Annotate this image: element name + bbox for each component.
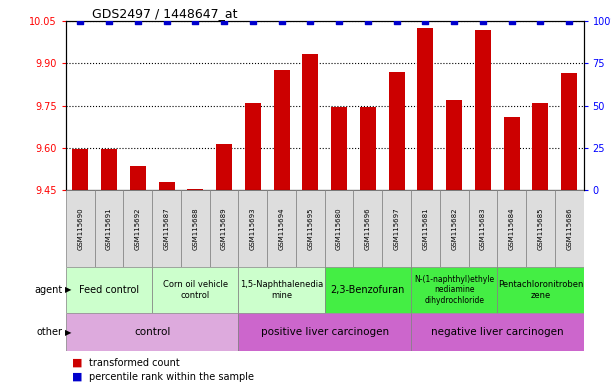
Bar [325,190,354,267]
Bar [446,100,462,190]
Bar [497,190,526,267]
Text: GSM115694: GSM115694 [279,207,285,250]
Text: GSM115693: GSM115693 [250,207,256,250]
Bar [532,103,548,190]
Text: control: control [134,327,170,337]
Text: ■: ■ [72,358,82,368]
Text: GSM115685: GSM115685 [538,207,543,250]
Bar [555,190,584,267]
Text: GSM115689: GSM115689 [221,207,227,250]
Bar [66,267,152,313]
Bar [411,313,584,351]
Bar [360,107,376,190]
Bar [503,117,519,190]
Bar [440,190,469,267]
Text: ▶: ▶ [65,285,71,295]
Bar [267,190,296,267]
Text: GSM115687: GSM115687 [164,207,170,250]
Bar [181,190,210,267]
Bar [382,190,411,267]
Text: GSM115688: GSM115688 [192,207,199,250]
Text: GSM115692: GSM115692 [135,207,141,250]
Bar [130,166,146,190]
Point [507,18,516,24]
Point [162,18,172,24]
Point [420,18,430,24]
Bar [101,149,117,190]
Text: Pentachloronitroben
zene: Pentachloronitroben zene [498,280,583,300]
Point [76,18,86,24]
Point [449,18,459,24]
Bar [188,189,203,190]
Point [535,18,545,24]
Text: GSM115691: GSM115691 [106,207,112,250]
Text: GDS2497 / 1448647_at: GDS2497 / 1448647_at [92,7,237,20]
Bar [238,267,325,313]
Text: N-(1-naphthyl)ethyle
nediamine
dihydrochloride: N-(1-naphthyl)ethyle nediamine dihydroch… [414,275,494,305]
Text: GSM115684: GSM115684 [508,207,514,250]
Point [219,18,229,24]
Text: GSM115681: GSM115681 [422,207,428,250]
Bar [123,190,152,267]
Text: GSM115695: GSM115695 [307,207,313,250]
Bar [73,149,88,190]
Bar [66,190,95,267]
Bar [389,72,404,190]
Text: Feed control: Feed control [79,285,139,295]
Bar [469,190,497,267]
Bar [210,190,238,267]
Text: GSM115682: GSM115682 [451,207,457,250]
Bar [411,190,440,267]
Bar [238,313,411,351]
Point [334,18,344,24]
Bar [417,28,433,190]
Point [104,18,114,24]
Bar [152,267,238,313]
Point [306,18,315,24]
Point [248,18,258,24]
Bar [475,30,491,190]
Bar [66,313,238,351]
Text: GSM115690: GSM115690 [78,207,83,250]
Text: negative liver carcinogen: negative liver carcinogen [431,327,563,337]
Bar [95,190,123,267]
Bar [245,103,261,190]
Bar [526,190,555,267]
Bar [497,267,584,313]
Text: 2,3-Benzofuran: 2,3-Benzofuran [331,285,405,295]
Bar [411,267,497,313]
Point [478,18,488,24]
Text: positive liver carcinogen: positive liver carcinogen [261,327,389,337]
Text: GSM115696: GSM115696 [365,207,371,250]
Point [363,18,373,24]
Bar [562,73,577,190]
Text: GSM115683: GSM115683 [480,207,486,250]
Bar [296,190,325,267]
Text: GSM115686: GSM115686 [566,207,572,250]
Text: agent: agent [35,285,63,295]
Text: other: other [37,327,63,337]
Bar [274,70,290,190]
Point [564,18,574,24]
Text: percentile rank within the sample: percentile rank within the sample [89,372,254,382]
Bar [152,190,181,267]
Point [392,18,401,24]
Bar [331,107,347,190]
Bar [302,53,318,190]
Text: ▶: ▶ [65,328,71,337]
Bar [216,144,232,190]
Text: transformed count: transformed count [89,358,180,368]
Text: GSM115697: GSM115697 [393,207,400,250]
Point [277,18,287,24]
Point [191,18,200,24]
Text: Corn oil vehicle
control: Corn oil vehicle control [163,280,228,300]
Text: GSM115680: GSM115680 [336,207,342,250]
Bar [325,267,411,313]
Point [133,18,143,24]
Bar [238,190,267,267]
Text: ■: ■ [72,372,82,382]
Bar [159,182,175,190]
Text: 1,5-Naphthalenedia
mine: 1,5-Naphthalenedia mine [240,280,323,300]
Bar [354,190,382,267]
